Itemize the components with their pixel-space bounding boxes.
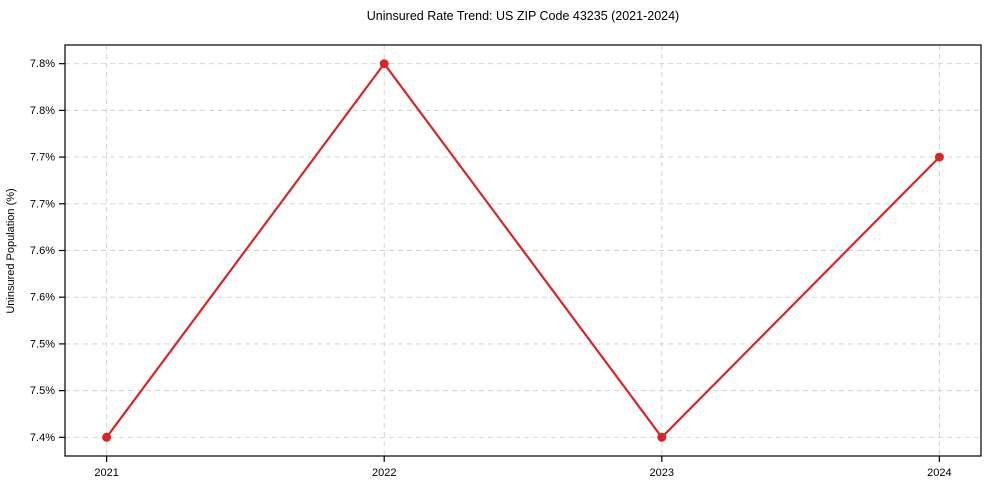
x-tick-label: 2021 — [94, 467, 118, 479]
y-tick-label: 7.5% — [30, 385, 55, 397]
axis-ticks — [59, 63, 940, 462]
x-tick-labels: 2021 2022 2023 2024 — [94, 467, 951, 479]
y-tick-label: 7.7% — [30, 198, 55, 210]
y-tick-labels: 7.4% 7.5% 7.5% 7.6% 7.6% 7.7% 7.7% 7.8% 7.8% — [30, 58, 55, 444]
gridlines — [65, 45, 981, 456]
data-point-marker — [934, 152, 944, 162]
x-tick-label: 2022 — [372, 467, 396, 479]
trend-line — [105, 62, 941, 439]
data-point-marker — [379, 59, 389, 69]
series-uninsured-rate — [102, 59, 944, 442]
y-tick-label: 7.5% — [30, 338, 55, 350]
y-axis-label: Uninsured Population (%) — [5, 188, 17, 313]
chart-title: Uninsured Rate Trend: US ZIP Code 43235 … — [367, 9, 679, 23]
data-point-marker — [657, 432, 667, 442]
y-tick-label: 7.4% — [30, 432, 55, 444]
data-point-marker — [102, 432, 112, 442]
y-tick-label: 7.7% — [30, 152, 55, 164]
x-tick-label: 2023 — [650, 467, 674, 479]
x-tick-label: 2024 — [927, 467, 951, 479]
y-tick-label: 7.6% — [30, 245, 55, 257]
y-tick-label: 7.8% — [30, 58, 55, 70]
y-tick-label: 7.6% — [30, 292, 55, 304]
y-tick-label: 7.8% — [30, 105, 55, 117]
